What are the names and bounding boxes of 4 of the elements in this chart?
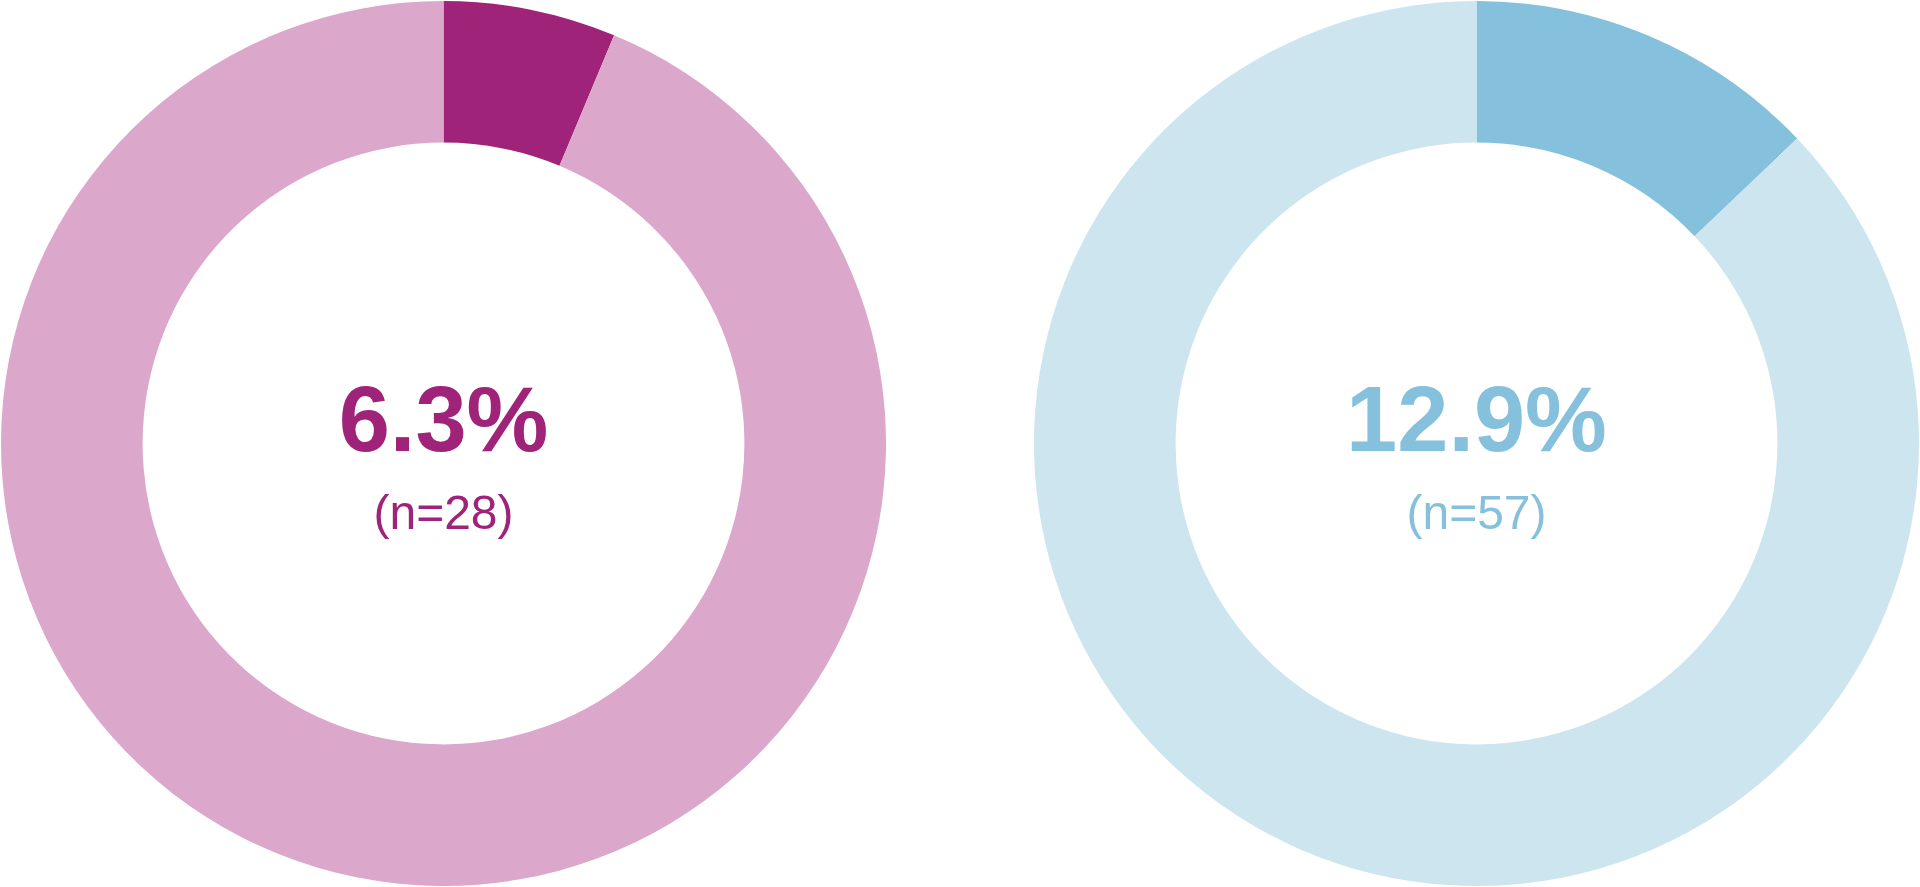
text: (n=57) (1406, 485, 1547, 539)
data-label: 6.3% (338, 367, 549, 470)
data-label: 12.9% (1346, 367, 1607, 470)
text: (n=28) (373, 485, 514, 539)
